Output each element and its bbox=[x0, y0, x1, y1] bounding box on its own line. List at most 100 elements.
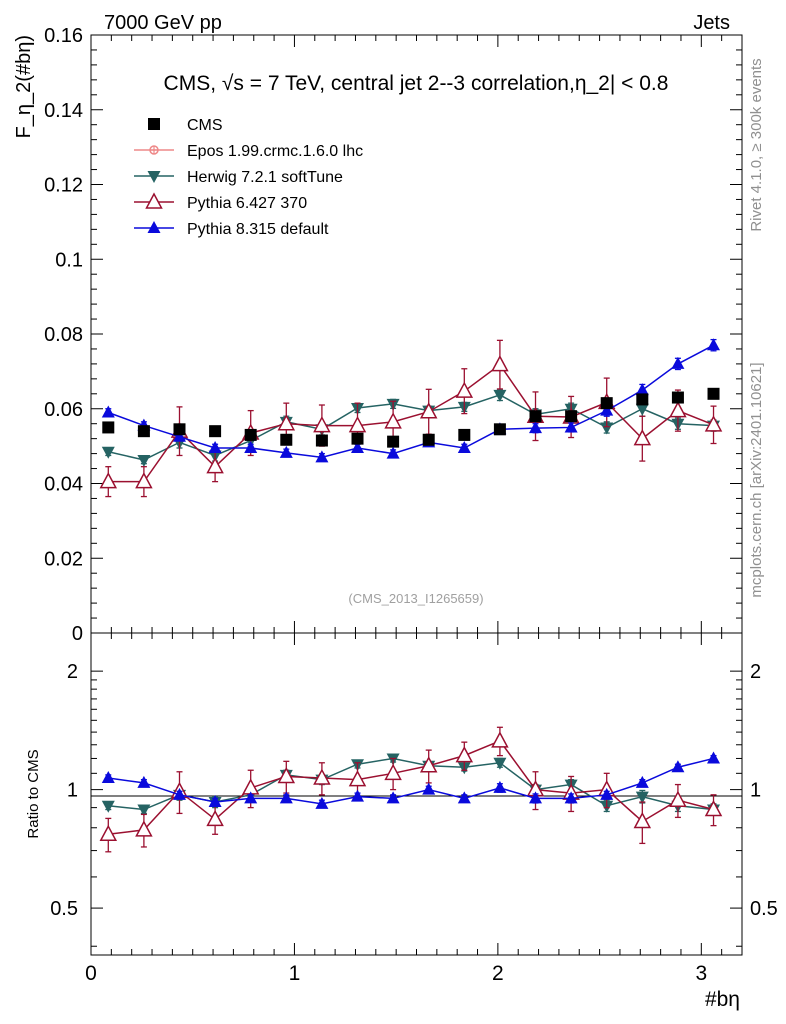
ratio-point bbox=[208, 795, 222, 808]
data-point bbox=[280, 433, 293, 446]
data-point bbox=[600, 422, 614, 435]
data-point bbox=[351, 432, 364, 445]
legend-marker bbox=[145, 192, 163, 209]
ratio-point bbox=[422, 782, 436, 795]
data-point bbox=[635, 383, 649, 396]
series-pythia bbox=[101, 338, 721, 463]
ratio-point bbox=[671, 760, 685, 773]
legend-marker bbox=[147, 171, 161, 183]
ratio-point bbox=[669, 790, 687, 807]
data-point bbox=[137, 454, 151, 467]
y-tick-label: 0.02 bbox=[44, 548, 83, 570]
y-axis-label: F_η_2(#bη) bbox=[13, 35, 35, 138]
y-tick-label: 0.08 bbox=[44, 324, 83, 346]
y-tick-label: 0.1 bbox=[55, 249, 83, 271]
chart-title: CMS, √s = 7 TeV, central jet 2--3 correl… bbox=[164, 72, 669, 95]
ratio-point bbox=[386, 791, 400, 804]
data-point bbox=[600, 403, 614, 416]
ratio-point bbox=[635, 791, 649, 804]
ratio-point bbox=[135, 820, 153, 837]
ratio-tick-label-right: 1 bbox=[750, 780, 761, 802]
ratio-point bbox=[99, 824, 118, 842]
data-point bbox=[279, 445, 293, 458]
y-tick-label: 0.16 bbox=[44, 25, 83, 47]
data-point bbox=[102, 421, 115, 434]
legend-entry: Herwig 7.2.1 softTune bbox=[134, 169, 343, 186]
ratio-point bbox=[348, 770, 367, 787]
data-point bbox=[529, 410, 542, 423]
ratio-tick-label-right: 2 bbox=[750, 661, 761, 683]
ratio-point bbox=[635, 775, 649, 788]
data-point bbox=[99, 472, 118, 489]
ratio-tick-label: 0.5 bbox=[50, 898, 78, 920]
series-cms bbox=[102, 387, 720, 448]
legend: CMS Epos 1.99.crmc.1.6.0 lhc Herwig 7.2.1 … bbox=[134, 117, 363, 238]
legend-label: Pythia 6.427 370 bbox=[187, 195, 307, 212]
ratio-tick-label: 1 bbox=[67, 780, 78, 802]
data-point bbox=[636, 393, 649, 406]
ratio-point bbox=[493, 757, 507, 770]
ratio-point bbox=[351, 789, 365, 802]
x-tick-label: 0 bbox=[85, 962, 97, 985]
ratio-line bbox=[108, 739, 714, 836]
data-point bbox=[455, 381, 474, 398]
data-point bbox=[208, 440, 222, 453]
data-point bbox=[384, 412, 402, 429]
ratio-point bbox=[493, 780, 507, 793]
data-point bbox=[671, 356, 685, 369]
ratio-point bbox=[244, 791, 258, 804]
data-point bbox=[493, 389, 507, 402]
ratio-point bbox=[206, 809, 224, 827]
legend-entry: CMS bbox=[148, 117, 223, 134]
data-point bbox=[172, 429, 186, 442]
data-point bbox=[137, 425, 150, 438]
data-point bbox=[458, 428, 471, 441]
data-point bbox=[600, 397, 613, 410]
header-left: 7000 GeV pp bbox=[104, 12, 222, 34]
ratio-axis-label: Ratio to CMS bbox=[25, 749, 42, 838]
ratio-point bbox=[315, 796, 329, 809]
data-point bbox=[351, 440, 365, 453]
main-series-layer bbox=[99, 338, 723, 498]
ratio-point bbox=[101, 771, 115, 784]
ratio-series-pythia bbox=[101, 751, 721, 809]
legend-marker bbox=[149, 145, 159, 155]
x-tick-label: 3 bbox=[695, 962, 707, 985]
data-point bbox=[564, 420, 578, 433]
ratio-point bbox=[457, 791, 471, 804]
data-point bbox=[386, 446, 400, 459]
rivet-version-label: Rivet 4.1.0, ≥ 300k events bbox=[748, 58, 765, 231]
ratio-point bbox=[633, 811, 652, 829]
ratio-point bbox=[564, 791, 578, 804]
data-point bbox=[529, 421, 543, 434]
ratio-point bbox=[137, 775, 151, 788]
ratio-point bbox=[704, 799, 723, 817]
legend-entry: Epos 1.99.crmc.1.6.0 lhc bbox=[134, 143, 363, 160]
data-point bbox=[491, 355, 509, 372]
data-point bbox=[422, 433, 435, 446]
ratio-point bbox=[529, 791, 543, 804]
data-point bbox=[206, 457, 224, 474]
legend-entry: Pythia 8.315 default bbox=[134, 221, 329, 238]
ratio-axis-ticks: 0.5 0.5 1 1 2 2 bbox=[50, 661, 778, 947]
ratio-line bbox=[108, 757, 714, 805]
legend-label: Epos 1.99.crmc.1.6.0 lhc bbox=[187, 143, 363, 160]
data-point bbox=[348, 415, 367, 433]
x-tick-label: 1 bbox=[289, 962, 301, 985]
ratio-line bbox=[108, 757, 714, 811]
ratio-point bbox=[137, 804, 151, 817]
data-point bbox=[101, 446, 115, 459]
data-point bbox=[313, 415, 331, 433]
ratio-series-pythia bbox=[99, 726, 723, 853]
y-tick-label: 0.14 bbox=[44, 100, 83, 122]
ratio-point bbox=[707, 751, 721, 764]
y-tick-label: 0.12 bbox=[44, 175, 83, 197]
data-point bbox=[635, 403, 649, 416]
data-point bbox=[707, 338, 721, 351]
data-point bbox=[101, 405, 115, 418]
mcplots-label: mcplots.cern.ch [arXiv:2401.10621] bbox=[748, 362, 765, 597]
data-point bbox=[704, 415, 723, 432]
legend-marker bbox=[148, 118, 160, 130]
header-right: Jets bbox=[693, 12, 730, 34]
series-pythia bbox=[99, 339, 723, 498]
